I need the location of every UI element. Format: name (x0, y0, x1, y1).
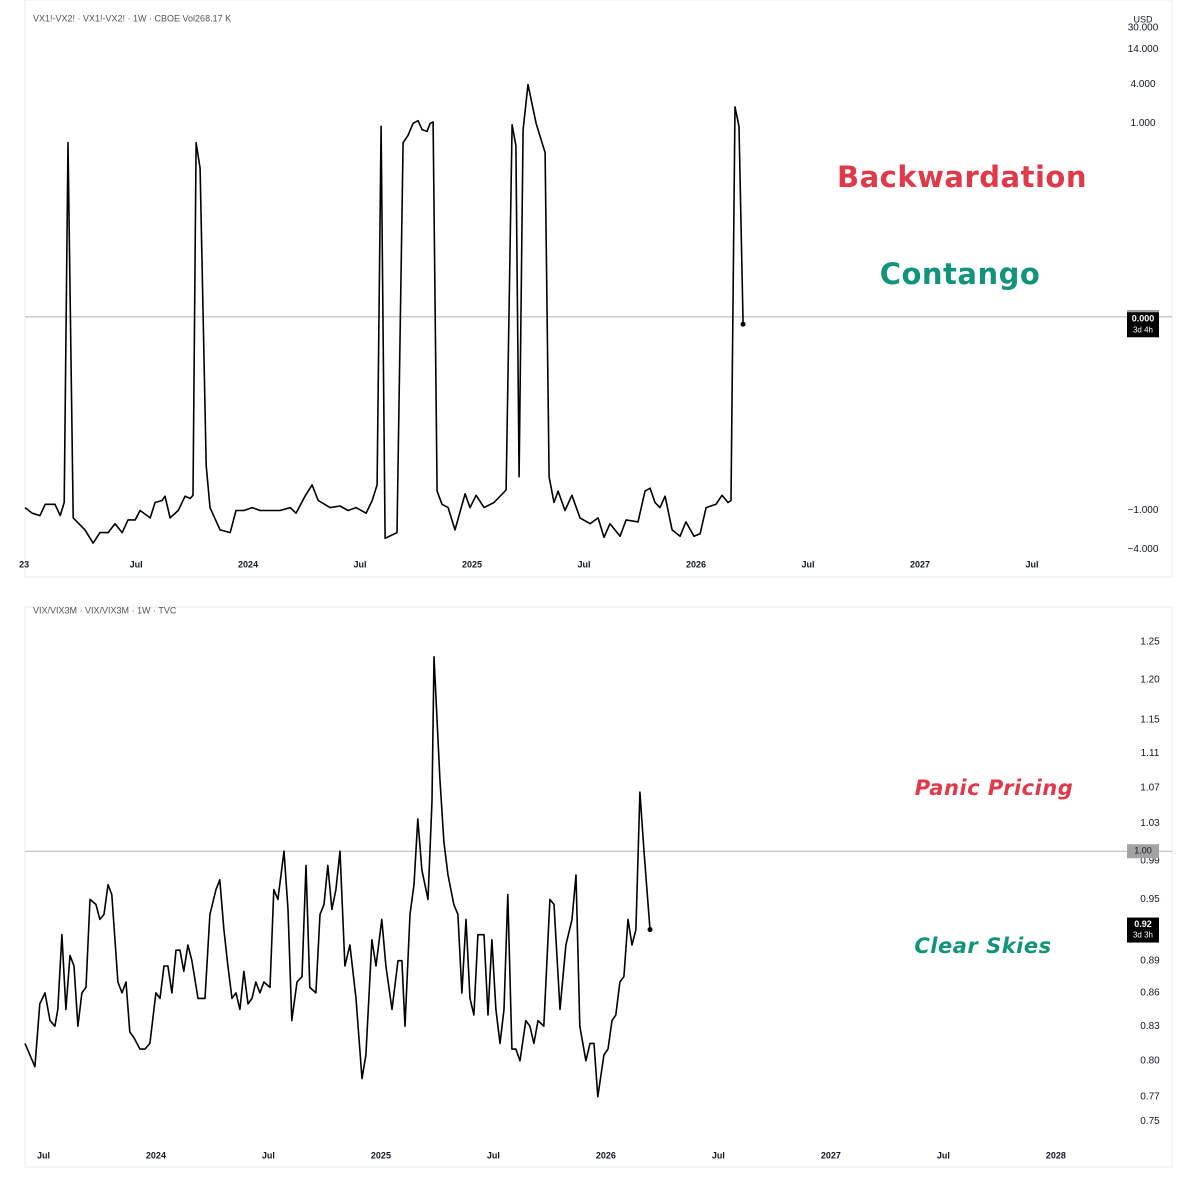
x-tick-label: Jul (354, 559, 367, 569)
y-tick-label: 1.20 (1140, 675, 1160, 686)
x-tick-label: Jul (801, 559, 814, 569)
x-tick-label: 2026 (596, 1150, 616, 1160)
y-tick-label: 0.80 (1140, 1055, 1160, 1066)
y-tick-label: −1.000 (1128, 505, 1159, 516)
x-tick-label: 2025 (371, 1150, 391, 1160)
chart-header: VIX/VIX3M · VIX/VIX3M · 1W · TVC (33, 605, 177, 615)
y-tick-label: 0.83 (1140, 1021, 1160, 1032)
x-tick-label: 2026 (686, 559, 706, 569)
unit-label: USD (1133, 14, 1153, 24)
countdown-label: 3d 3h (1133, 931, 1153, 940)
x-tick-label: 2024 (146, 1150, 166, 1160)
y-tick-label: 14.000 (1128, 44, 1159, 55)
x-tick-label: Jul (262, 1150, 275, 1160)
last-value-label: 0.000 (1132, 314, 1155, 324)
annotation: Contango (880, 257, 1041, 291)
x-tick-label: Jul (937, 1150, 950, 1160)
last-point (647, 927, 653, 933)
annotation: Clear Skies (914, 934, 1051, 958)
last-value-box (1127, 917, 1159, 943)
x-tick-label: Jul (487, 1150, 500, 1160)
x-tick-label: 2028 (1046, 1150, 1066, 1160)
y-tick-label: 0.75 (1140, 1116, 1160, 1127)
chart-header: VX1!-VX2! · VX1!-VX2! · 1W · CBOE Vol268… (33, 13, 231, 23)
reference-label-box (1127, 844, 1159, 859)
y-tick-label: 4.000 (1130, 79, 1155, 90)
last-value-box (1127, 312, 1159, 338)
annotation: Panic Pricing (915, 776, 1074, 800)
data-line (24, 656, 651, 1098)
y-tick-label: 1.03 (1140, 818, 1160, 829)
reference-label: 1.00 (1134, 846, 1152, 856)
data-line (24, 83, 744, 544)
y-tick-label: −4.000 (1128, 544, 1159, 555)
countdown-label: 3d 4h (1133, 325, 1153, 334)
last-point (740, 321, 746, 327)
x-tick-label: Jul (712, 1150, 725, 1160)
y-tick-label: 0.86 (1140, 988, 1160, 999)
x-tick-label: 2027 (821, 1150, 841, 1160)
x-tick-label: Jul (578, 559, 591, 569)
y-tick-label: 1.000 (1130, 118, 1155, 129)
y-tick-label: 1.07 (1140, 782, 1160, 793)
y-tick-label: 0.95 (1140, 894, 1160, 905)
x-tick-label: Jul (1025, 559, 1038, 569)
last-value-label: 0.92 (1134, 919, 1152, 929)
y-tick-label: 1.25 (1140, 636, 1160, 647)
y-tick-label: 0.99 (1140, 855, 1160, 866)
y-tick-label: 1.11 (1141, 748, 1160, 759)
y-tick-label: 0.77 (1140, 1091, 1160, 1102)
x-tick-label: 23 (19, 559, 29, 569)
x-tick-label: Jul (37, 1150, 50, 1160)
x-tick-label: 2027 (910, 559, 930, 569)
x-tick-label: Jul (130, 559, 143, 569)
bottom-panel (24, 606, 1173, 1168)
y-tick-label: 1.15 (1140, 715, 1160, 726)
y-tick-label: 30.000 (1128, 23, 1159, 34)
top-panel (24, 0, 1173, 578)
y-tick-label: 0.89 (1140, 955, 1160, 966)
x-tick-label: 2024 (238, 559, 258, 569)
annotation: Backwardation (837, 160, 1087, 194)
x-tick-label: 2025 (462, 559, 482, 569)
